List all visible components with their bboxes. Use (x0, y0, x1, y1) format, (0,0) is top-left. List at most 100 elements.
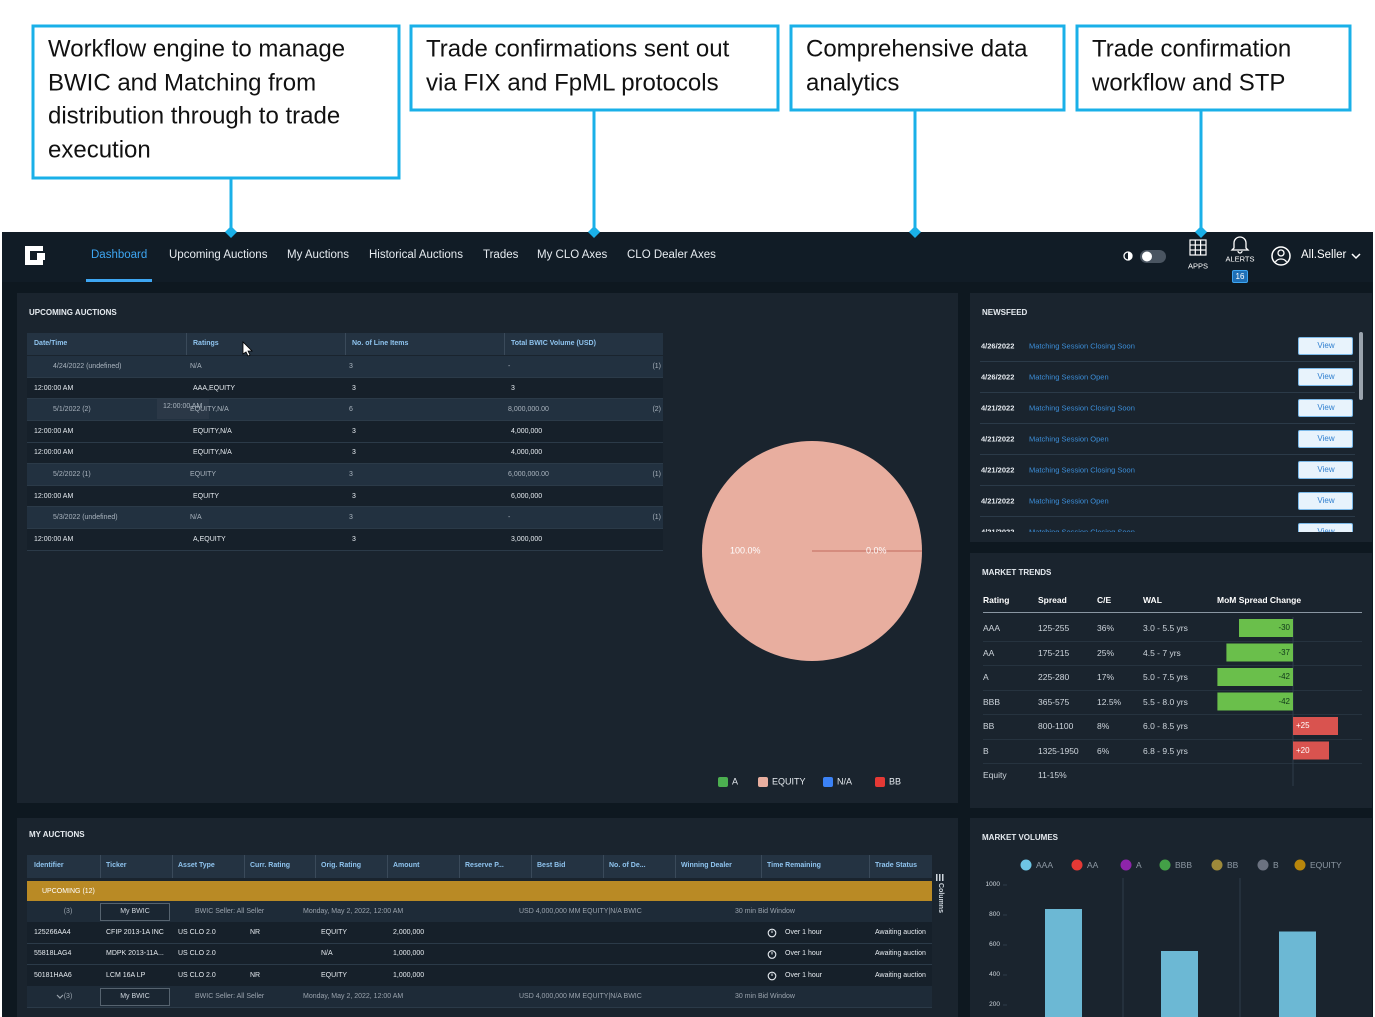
trend-cell: BB (983, 720, 995, 731)
group-count: (3) (63, 992, 73, 1000)
legend-label[interactable]: BB (1227, 859, 1239, 870)
legend-label[interactable]: EQUITY (772, 776, 806, 787)
group-row[interactable] (27, 986, 932, 1008)
column-header: C/E (1097, 594, 1112, 605)
news-text[interactable]: Matching Session Open (1029, 372, 1109, 382)
group-expand-chevron[interactable] (56, 994, 64, 999)
row-divider (983, 763, 1362, 764)
nav-item[interactable]: My Auctions (287, 249, 349, 262)
view-button-label[interactable]: View (1317, 527, 1335, 532)
nav-item-active[interactable]: Dashboard (91, 249, 148, 262)
view-button-label[interactable]: View (1317, 496, 1335, 506)
callout-text: execution (48, 136, 151, 164)
legend-label[interactable]: EQUITY (1310, 859, 1342, 870)
trend-cell: 17% (1097, 671, 1115, 682)
view-button[interactable] (1298, 523, 1353, 532)
news-text[interactable]: Matching Session Open (1029, 434, 1109, 444)
legend-label[interactable]: AAA (1036, 859, 1054, 870)
bwic-button[interactable] (100, 988, 170, 1006)
table-row[interactable] (27, 529, 663, 551)
apps-icon[interactable] (1189, 239, 1207, 256)
group-row[interactable] (27, 356, 663, 378)
table-cell: A,EQUITY (193, 535, 226, 543)
legend-label[interactable]: A (732, 776, 739, 787)
group-row[interactable] (27, 464, 663, 486)
bwic-button-label[interactable]: My BWIC (120, 907, 150, 915)
section-row[interactable] (27, 881, 932, 902)
column-header: Identifier (34, 861, 64, 869)
view-button-label[interactable]: View (1317, 465, 1335, 475)
nav-item[interactable]: Trades (483, 249, 519, 262)
legend-label[interactable]: B (1273, 859, 1279, 870)
table-cell: 6,000,000 (511, 492, 543, 500)
group-cell: EQUITY,N/A (190, 405, 229, 413)
scrollbar[interactable] (1359, 332, 1363, 400)
user-menu-chevron[interactable] (1351, 253, 1361, 260)
trend-cell: AA (983, 647, 995, 658)
section-label: UPCOMING (12) (42, 887, 95, 895)
row-divider (980, 423, 1355, 424)
columns-toggle[interactable]: Columns (937, 883, 945, 913)
view-button[interactable] (1298, 492, 1353, 510)
table-cell: 4,000,000 (511, 449, 543, 457)
callout-text: Workflow engine to manage (48, 35, 346, 63)
apps-label[interactable]: APPS (1187, 261, 1209, 271)
view-button[interactable] (1298, 337, 1353, 355)
news-text[interactable]: Matching Session Closing Soon (1029, 341, 1135, 351)
alerts-label[interactable]: ALERTS (1225, 254, 1255, 264)
column-header: Amount (393, 861, 420, 869)
group-row[interactable] (27, 507, 663, 529)
news-text[interactable]: Matching Session Open (1029, 496, 1109, 506)
y-tick-label: 400 (989, 971, 1000, 979)
view-button[interactable] (1298, 430, 1353, 448)
user-name[interactable]: All.Seller (1301, 249, 1347, 262)
news-date: 4/21/2022 (981, 496, 1015, 506)
table-row[interactable] (27, 421, 663, 443)
news-date: 4/21/2022 (981, 434, 1015, 444)
view-button[interactable] (1298, 461, 1353, 479)
table-row[interactable] (27, 485, 663, 508)
legend-label[interactable]: BB (889, 776, 902, 787)
view-button-label[interactable]: View (1317, 341, 1335, 351)
user-icon[interactable] (1271, 246, 1291, 266)
group-cell: 5/2/2022 (1) (53, 470, 91, 478)
legend-label[interactable]: A (1136, 859, 1142, 870)
callout-box (1075, 24, 1352, 112)
view-button-label[interactable]: View (1317, 403, 1335, 413)
alerts-icon[interactable] (1230, 236, 1250, 251)
table-row[interactable] (27, 377, 663, 400)
view-button[interactable] (1298, 368, 1353, 386)
callout-anchor (909, 226, 921, 238)
table-row[interactable] (27, 943, 932, 965)
column-divider (869, 855, 870, 878)
news-text[interactable]: Matching Session Closing Soon (1029, 465, 1135, 475)
view-button-label[interactable]: View (1317, 434, 1335, 444)
group-cell: N/A (190, 362, 202, 370)
user-head (1277, 249, 1285, 257)
column-header: Winning Dealer (681, 861, 732, 869)
nav-item[interactable]: Historical Auctions (369, 249, 463, 262)
table-cell: 125266AA4 (34, 928, 71, 936)
legend-label[interactable]: BBB (1175, 859, 1193, 870)
view-button-label[interactable]: View (1317, 372, 1335, 382)
columns-icon[interactable] (936, 874, 944, 881)
nav-item[interactable]: Upcoming Auctions (169, 249, 268, 262)
news-text[interactable]: Matching Session Closing Soon (1029, 527, 1135, 533)
table-cell: NR (250, 928, 261, 936)
table-row[interactable] (27, 922, 932, 944)
table-cell: AAA,EQUITY (193, 384, 236, 392)
view-button[interactable] (1298, 399, 1353, 417)
table-cell: 12:00:00 AM (34, 384, 74, 392)
table-cell: EQUITY (321, 928, 348, 936)
bwic-button[interactable] (100, 903, 170, 921)
bwic-button-label[interactable]: My BWIC (120, 992, 150, 1000)
table-row[interactable] (27, 442, 663, 465)
nav-item[interactable]: CLO Dealer Axes (627, 249, 716, 262)
trend-cell: 365-575 (1038, 696, 1070, 707)
nav-item[interactable]: My CLO Axes (537, 249, 608, 262)
legend-label[interactable]: N/A (837, 776, 853, 787)
news-text[interactable]: Matching Session Closing Soon (1029, 403, 1135, 413)
legend-label[interactable]: AA (1087, 859, 1099, 870)
